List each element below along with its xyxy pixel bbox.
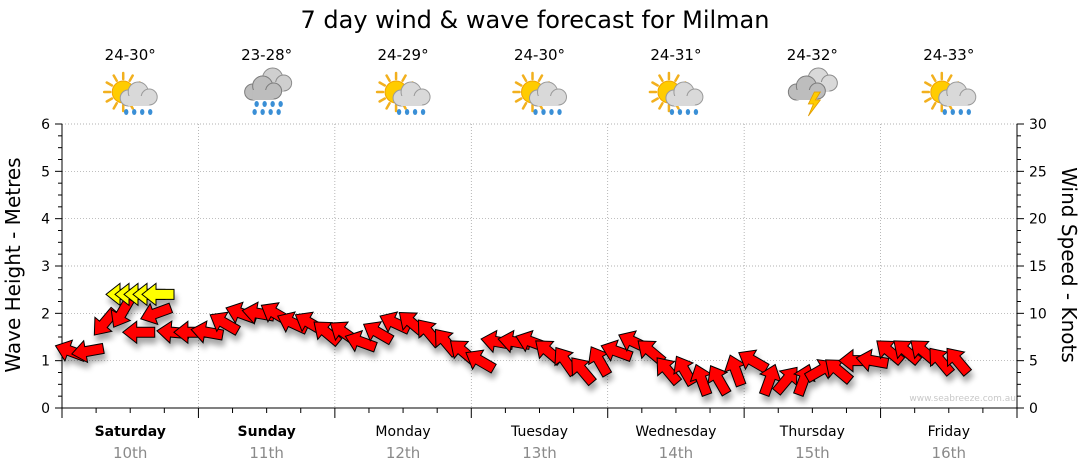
rain-drops-icon	[396, 109, 426, 115]
day-temperature: 24-30°	[514, 46, 565, 64]
day-name: Monday	[375, 424, 430, 440]
day-temperature: 23-28°	[241, 46, 292, 64]
wind-arrow	[946, 347, 973, 377]
left-tick-label: 4	[41, 212, 50, 228]
watermark: www.seabreeze.com.au	[909, 394, 1016, 404]
day-temperature: 24-29°	[378, 46, 429, 64]
wind-arrow	[362, 321, 395, 346]
day-name: Thursday	[779, 424, 845, 440]
wind-arrows	[54, 282, 973, 397]
weather-row: 24-30° 23-28° 24-29° 24-30° 24-31° 24-32° 24-3…	[102, 46, 977, 117]
left-tick-label: 0	[41, 401, 50, 417]
day-date: 13th	[522, 444, 556, 462]
wind-arrow	[571, 357, 597, 387]
day-date: 11th	[249, 444, 283, 462]
wind-arrow	[71, 339, 105, 364]
day-name: Friday	[928, 424, 970, 440]
wind-arrow	[121, 320, 156, 345]
cloud-icon	[244, 75, 283, 101]
wind-arrow	[139, 302, 174, 326]
wind-arrow	[689, 363, 713, 397]
day-date: 14th	[659, 444, 693, 462]
right-tick-label: 25	[1029, 164, 1047, 180]
wind-arrow	[600, 339, 634, 363]
rain-drops-icon	[942, 109, 971, 115]
day-temperature: 24-33°	[923, 46, 974, 64]
cloud-icon	[665, 81, 704, 107]
sun-showers-icon	[512, 71, 567, 115]
right-tick-label: 20	[1029, 212, 1047, 228]
day-name: Sunday	[238, 424, 296, 440]
rain-drops-icon	[252, 101, 283, 115]
day-date: 16th	[932, 444, 966, 462]
wind-arrow	[588, 346, 613, 378]
right-tick-label: 15	[1029, 259, 1047, 275]
left-tick-label: 6	[41, 117, 50, 133]
rain-drops-icon	[669, 109, 699, 115]
sun-showers-icon	[102, 71, 158, 115]
right-tick-label: 0	[1029, 401, 1038, 417]
day-date: 12th	[386, 444, 420, 462]
day-temperature: 24-32°	[787, 46, 838, 64]
right-axis-label: Wind Speed - Knots	[1057, 167, 1080, 363]
wind-arrow	[707, 365, 732, 397]
wind-arrow	[758, 363, 782, 397]
wind-arrow	[656, 357, 683, 387]
day-labels: Saturday 10th Sunday 11th Monday 12th Tuesday 1…	[95, 424, 970, 462]
lightning-icon	[807, 91, 822, 117]
wind-arrow	[190, 320, 225, 344]
day-name: Saturday	[95, 424, 166, 440]
sun-showers-icon	[648, 71, 704, 115]
cloud-icon	[938, 81, 977, 107]
day-date: 15th	[795, 444, 829, 462]
right-tick-label: 30	[1029, 117, 1047, 133]
day-name: Tuesday	[510, 424, 568, 440]
cloud-icon	[392, 81, 431, 107]
sun-showers-icon	[375, 71, 431, 115]
wind-arrow	[929, 347, 956, 377]
rain-drops-icon	[124, 109, 153, 115]
right-tick-label: 5	[1029, 354, 1038, 370]
wind-arrow	[313, 321, 343, 348]
day-date: 10th	[113, 444, 147, 462]
left-axis-label: Wave Height - Metres	[1, 157, 25, 372]
storm-cloud-icon	[787, 67, 838, 117]
rain-drops-icon	[533, 109, 562, 115]
wind-arrow	[738, 349, 770, 374]
day-temperature: 24-31°	[650, 46, 701, 64]
wind-arrow	[876, 340, 906, 367]
left-tick-label: 2	[41, 306, 50, 322]
sun-showers-icon	[921, 71, 977, 115]
axes: 0 1 2 3 4 5 6 0 5 10 15 20 25 30	[41, 117, 1047, 418]
left-tick-label: 3	[41, 259, 50, 275]
wind-arrow	[209, 311, 242, 336]
wind-arrow	[893, 340, 923, 367]
wind-arrow	[855, 348, 890, 373]
day-temperature: 24-30°	[105, 46, 156, 64]
day-name: Wednesday	[635, 424, 716, 440]
right-tick-label: 10	[1029, 306, 1047, 322]
left-tick-label: 5	[41, 164, 50, 180]
cloud-icon	[119, 81, 158, 107]
wind-arrow	[465, 349, 497, 374]
rain-cloud-icon	[244, 67, 293, 115]
wind-arrow	[344, 329, 378, 353]
chart-title: 7 day wind & wave forecast for Milman	[301, 6, 770, 34]
gust-arrow	[141, 282, 175, 307]
wind-arrow	[771, 366, 798, 396]
wind-arrow	[723, 354, 747, 388]
wind-arrow	[825, 359, 855, 385]
left-tick-label: 1	[41, 354, 50, 370]
cloud-icon	[529, 81, 567, 107]
